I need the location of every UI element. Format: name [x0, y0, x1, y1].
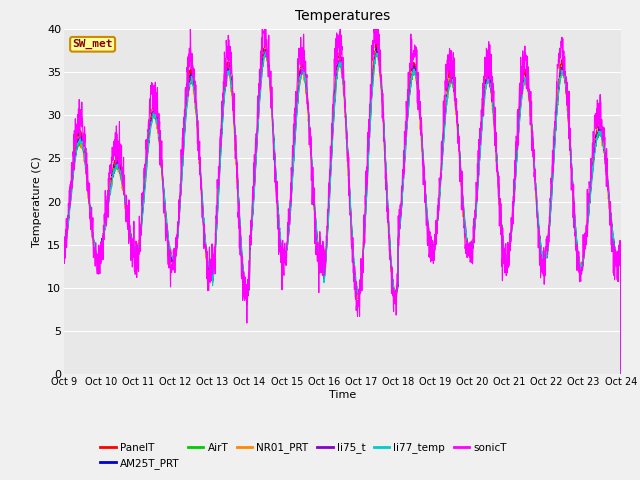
li75_t [371, 54, 379, 60]
AM25T_PRT [216, 174, 223, 180]
AirT [568, 165, 575, 171]
Y-axis label: Temperature (C): Temperature (C) [31, 156, 42, 247]
li77_temp [359, 266, 367, 272]
PanelT [617, 372, 625, 377]
AM25T_PRT [568, 169, 575, 175]
sonicT [371, 23, 378, 28]
PanelT [372, 40, 380, 46]
NR01_PRT [584, 217, 591, 223]
AirT [374, 49, 381, 55]
PanelT [584, 222, 591, 228]
AM25T_PRT [371, 59, 378, 64]
PanelT [216, 166, 223, 172]
li75_t [60, 248, 68, 254]
AM25T_PRT [504, 256, 512, 262]
sonicT [504, 264, 512, 270]
NR01_PRT [359, 255, 367, 261]
X-axis label: Time: Time [329, 390, 356, 400]
AirT [504, 250, 512, 256]
li77_temp [504, 252, 512, 257]
Line: sonicT: sonicT [64, 14, 621, 374]
li77_temp [60, 251, 68, 257]
Line: li77_temp: li77_temp [64, 52, 621, 374]
sonicT [374, 11, 381, 17]
AirT [216, 175, 223, 180]
NR01_PRT [371, 55, 379, 61]
li75_t [216, 177, 223, 182]
Text: SW_met: SW_met [72, 39, 113, 49]
NR01_PRT [617, 372, 625, 377]
PanelT [358, 256, 366, 262]
NR01_PRT [262, 45, 269, 50]
AirT [358, 260, 366, 266]
li77_temp [584, 226, 591, 231]
NR01_PRT [504, 262, 512, 268]
Line: PanelT: PanelT [64, 43, 621, 374]
AM25T_PRT [584, 223, 591, 228]
li75_t [584, 223, 591, 229]
sonicT [617, 372, 625, 377]
NR01_PRT [216, 168, 223, 174]
li77_temp [262, 49, 270, 55]
AirT [584, 221, 591, 227]
li75_t [359, 260, 367, 266]
Legend: PanelT, AM25T_PRT, AirT, NR01_PRT, li75_t, li77_temp, sonicT: PanelT, AM25T_PRT, AirT, NR01_PRT, li75_… [96, 438, 511, 473]
AirT [60, 249, 68, 255]
AM25T_PRT [617, 372, 625, 377]
AirT [371, 60, 378, 66]
PanelT [504, 253, 512, 259]
li77_temp [371, 58, 379, 63]
li75_t [504, 253, 512, 259]
li75_t [261, 47, 269, 52]
li75_t [617, 372, 625, 377]
li75_t [568, 171, 575, 177]
sonicT [358, 262, 366, 267]
li77_temp [568, 165, 575, 170]
NR01_PRT [60, 252, 68, 257]
AirT [617, 372, 625, 377]
AM25T_PRT [373, 45, 381, 50]
sonicT [584, 187, 591, 192]
sonicT [216, 173, 223, 179]
Line: AM25T_PRT: AM25T_PRT [64, 48, 621, 374]
sonicT [568, 166, 575, 171]
sonicT [60, 241, 68, 247]
Line: NR01_PRT: NR01_PRT [64, 48, 621, 374]
Line: li75_t: li75_t [64, 49, 621, 374]
li77_temp [617, 372, 625, 377]
AM25T_PRT [358, 262, 366, 267]
PanelT [60, 250, 68, 256]
Title: Temperatures: Temperatures [295, 10, 390, 24]
PanelT [371, 50, 378, 56]
PanelT [568, 168, 575, 174]
NR01_PRT [568, 174, 575, 180]
Line: AirT: AirT [64, 52, 621, 374]
li77_temp [216, 180, 223, 186]
AM25T_PRT [60, 249, 68, 255]
